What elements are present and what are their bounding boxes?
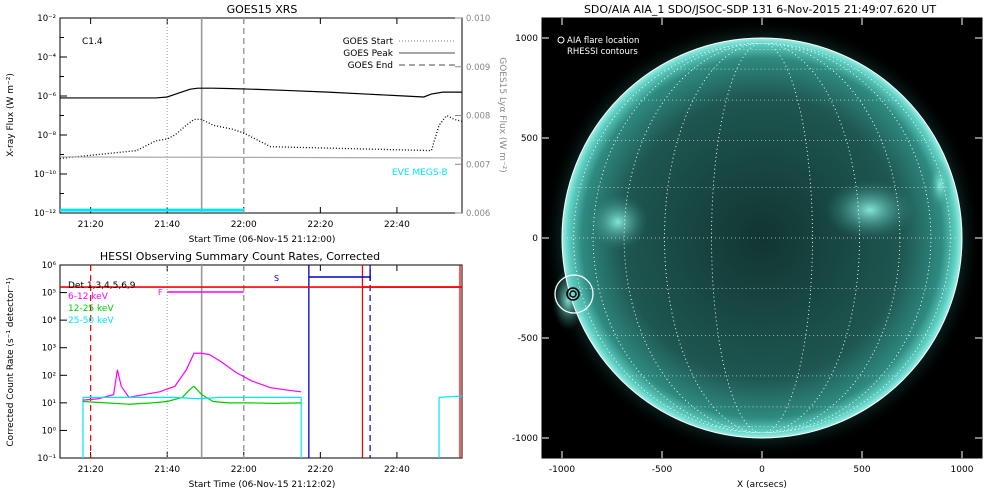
hessi-legend-25-50: 25-50 keV [68,316,114,326]
aia-panel: SDO/AIA AIA_1 SDO/JSOC-SDP 131 6-Nov-201… [512,3,983,490]
aia-limb-circle [561,37,963,439]
goes-eve-label: EVE MEGS-B [392,168,448,178]
goes-class-label: C1.4 [82,37,103,47]
aia-active-region-east [588,194,648,250]
hessi-x-tick-label: 21:20 [78,465,104,475]
hessi-legend-det: Det 1,3,4,5,6,9 [68,281,136,291]
aia-limb-bright-east [552,270,584,330]
aia-solar-disk [562,38,962,438]
hessi-saa-flag-label: S [274,274,279,283]
goes-y-tick-label: 10⁻² [37,14,56,24]
aia-y-tick-label: 500 [521,134,538,144]
goes-series-line [60,114,462,160]
aia-active-region-west [825,180,915,240]
goes-y2-tick-label: 0.007 [466,160,490,170]
aia-y-tick-label: 0 [532,234,538,244]
hessi-flare-flag-label: F [158,288,163,297]
hessi-y-tick-label: 10² [42,371,56,381]
goes-y2-tick-label: 0.006 [466,209,490,219]
aia-y-tick-label: -1000 [512,434,538,444]
aia-y-tick-label: -500 [518,334,539,344]
aia-rhessi-contour-inner [569,290,577,298]
goes-event-markers [166,18,245,213]
aia-axes: -1000 -500 0 500 1000 1000 500 0 -500 -1000 [512,18,982,475]
goes-series-line [60,87,462,99]
aia-limb-bright-west [928,160,952,210]
aia-x-tick-label: 1000 [951,465,974,475]
hessi-y-axis-label: Corrected Count Rate (s⁻¹ detector⁻¹) [6,277,16,446]
goes-y-tick-label: 10⁻⁸ [37,131,56,141]
aia-x-tick-label: 0 [759,465,765,475]
aia-legend: AIA flare location RHESSI contours [557,36,639,57]
aia-x-tick-label: 500 [853,465,870,475]
aia-flare-location-marker [554,274,594,314]
hessi-series-line [82,396,302,400]
goes-y-tick-label: 10⁻¹⁰ [34,170,57,180]
goes-y2-axis-label: GOES15 Lyα Flux (W m⁻²) [497,57,507,173]
aia-legend-rhessi-label: RHESSI contours [567,47,638,57]
goes-x-tick-label: 21:20 [78,220,104,230]
goes-x-tick-label: 22:40 [384,220,410,230]
goes-y2-tick-label: 0.008 [466,112,490,122]
hessi-y-tick-label: 10³ [42,344,56,354]
goes-y-tick-label: 10⁻⁴ [37,53,56,63]
hessi-legend: Det 1,3,4,5,6,9 6-12 keV 12-25 keV 25-50… [68,281,136,326]
goes-axes: 21:20 21:40 22:00 22:20 22:40 10⁻² 10⁻⁴ 10⁻⁶ 10⁻… [34,14,490,230]
hessi-x-axis-label: Start Time (06-Nov-15 21:12:02) [189,480,336,490]
aia-longitude-line [711,43,813,433]
goes-legend-peak-label: GOES Peak [343,49,393,59]
goes-y-tick-label: 10⁻¹² [34,209,56,219]
goes-series [60,87,462,212]
goes-y-axis-label: X-ray Flux (W m⁻²) [6,73,16,157]
hessi-x-tick-label: 21:40 [154,465,180,475]
hessi-title: HESSI Observing Summary Count Rates, Cor… [100,250,380,263]
aia-longitude-line [573,43,951,433]
goes-x-tick-label: 22:00 [231,220,257,230]
goes-legend: GOES Start GOES Peak GOES End [343,37,455,71]
aia-rhessi-contour-outer [566,287,580,301]
aia-x-axis-label: X (arcsecs) [737,480,787,490]
goes-x-tick-label: 21:40 [154,220,180,230]
hessi-series-line [82,352,302,401]
goes-x-axis-label: Start Time (06-Nov-15 21:12:00) [189,235,336,245]
aia-x-tick-label: -1000 [549,465,575,475]
goes-legend-end-label: GOES End [348,61,393,71]
goes-series-line [60,156,462,159]
hessi-plot-frame [59,264,463,459]
goes-y-tick-label: 10⁻⁶ [37,92,56,102]
hessi-x-tick-label: 22:00 [231,465,257,475]
aia-x-tick-label: -500 [652,465,673,475]
aia-coordinate-grid [567,43,957,433]
hessi-panel: HESSI Observing Summary Count Rates, Cor… [6,250,463,490]
hessi-y-tick-label: 10⁻¹ [37,454,56,464]
aia-longitude-line [664,43,860,433]
hessi-x-tick-label: 22:40 [384,465,410,475]
hessi-x-tick-label: 22:20 [307,465,333,475]
goes-title: GOES15 XRS [227,3,298,16]
hessi-y-tick-label: 10⁵ [42,289,56,299]
hessi-series [60,286,462,405]
hessi-legend-12-25: 12-25 keV [68,304,114,314]
goes-panel: GOES15 XRS 21:20 21:40 22:00 22:20 22:40 10⁻²… [6,3,507,245]
aia-title: SDO/AIA AIA_1 SDO/JSOC-SDP 131 6-Nov-201… [584,3,936,16]
hessi-y-tick-label: 10⁴ [42,316,57,326]
hessi-y-tick-label: 10¹ [42,399,56,409]
hessi-y-tick-label: 10⁶ [42,261,57,271]
aia-legend-circle-icon [557,36,565,44]
goes-plot-frame [59,17,463,214]
aia-legend-flare-label: AIA flare location [567,36,639,46]
goes-y2-tick-label: 0.010 [466,14,490,24]
goes-y2-tick-label: 0.009 [466,63,490,73]
aia-longitude-line [592,43,932,433]
hessi-markers [82,265,461,458]
hessi-series-line [438,395,462,398]
hessi-legend-6-12: 6-12 keV [68,292,109,302]
goes-legend-start-label: GOES Start [343,37,394,47]
aia-y-tick-label: 1000 [515,34,538,44]
hessi-series-line [82,385,302,405]
goes-x-tick-label: 22:20 [307,220,333,230]
hessi-y-tick-label: 10⁰ [42,426,57,436]
